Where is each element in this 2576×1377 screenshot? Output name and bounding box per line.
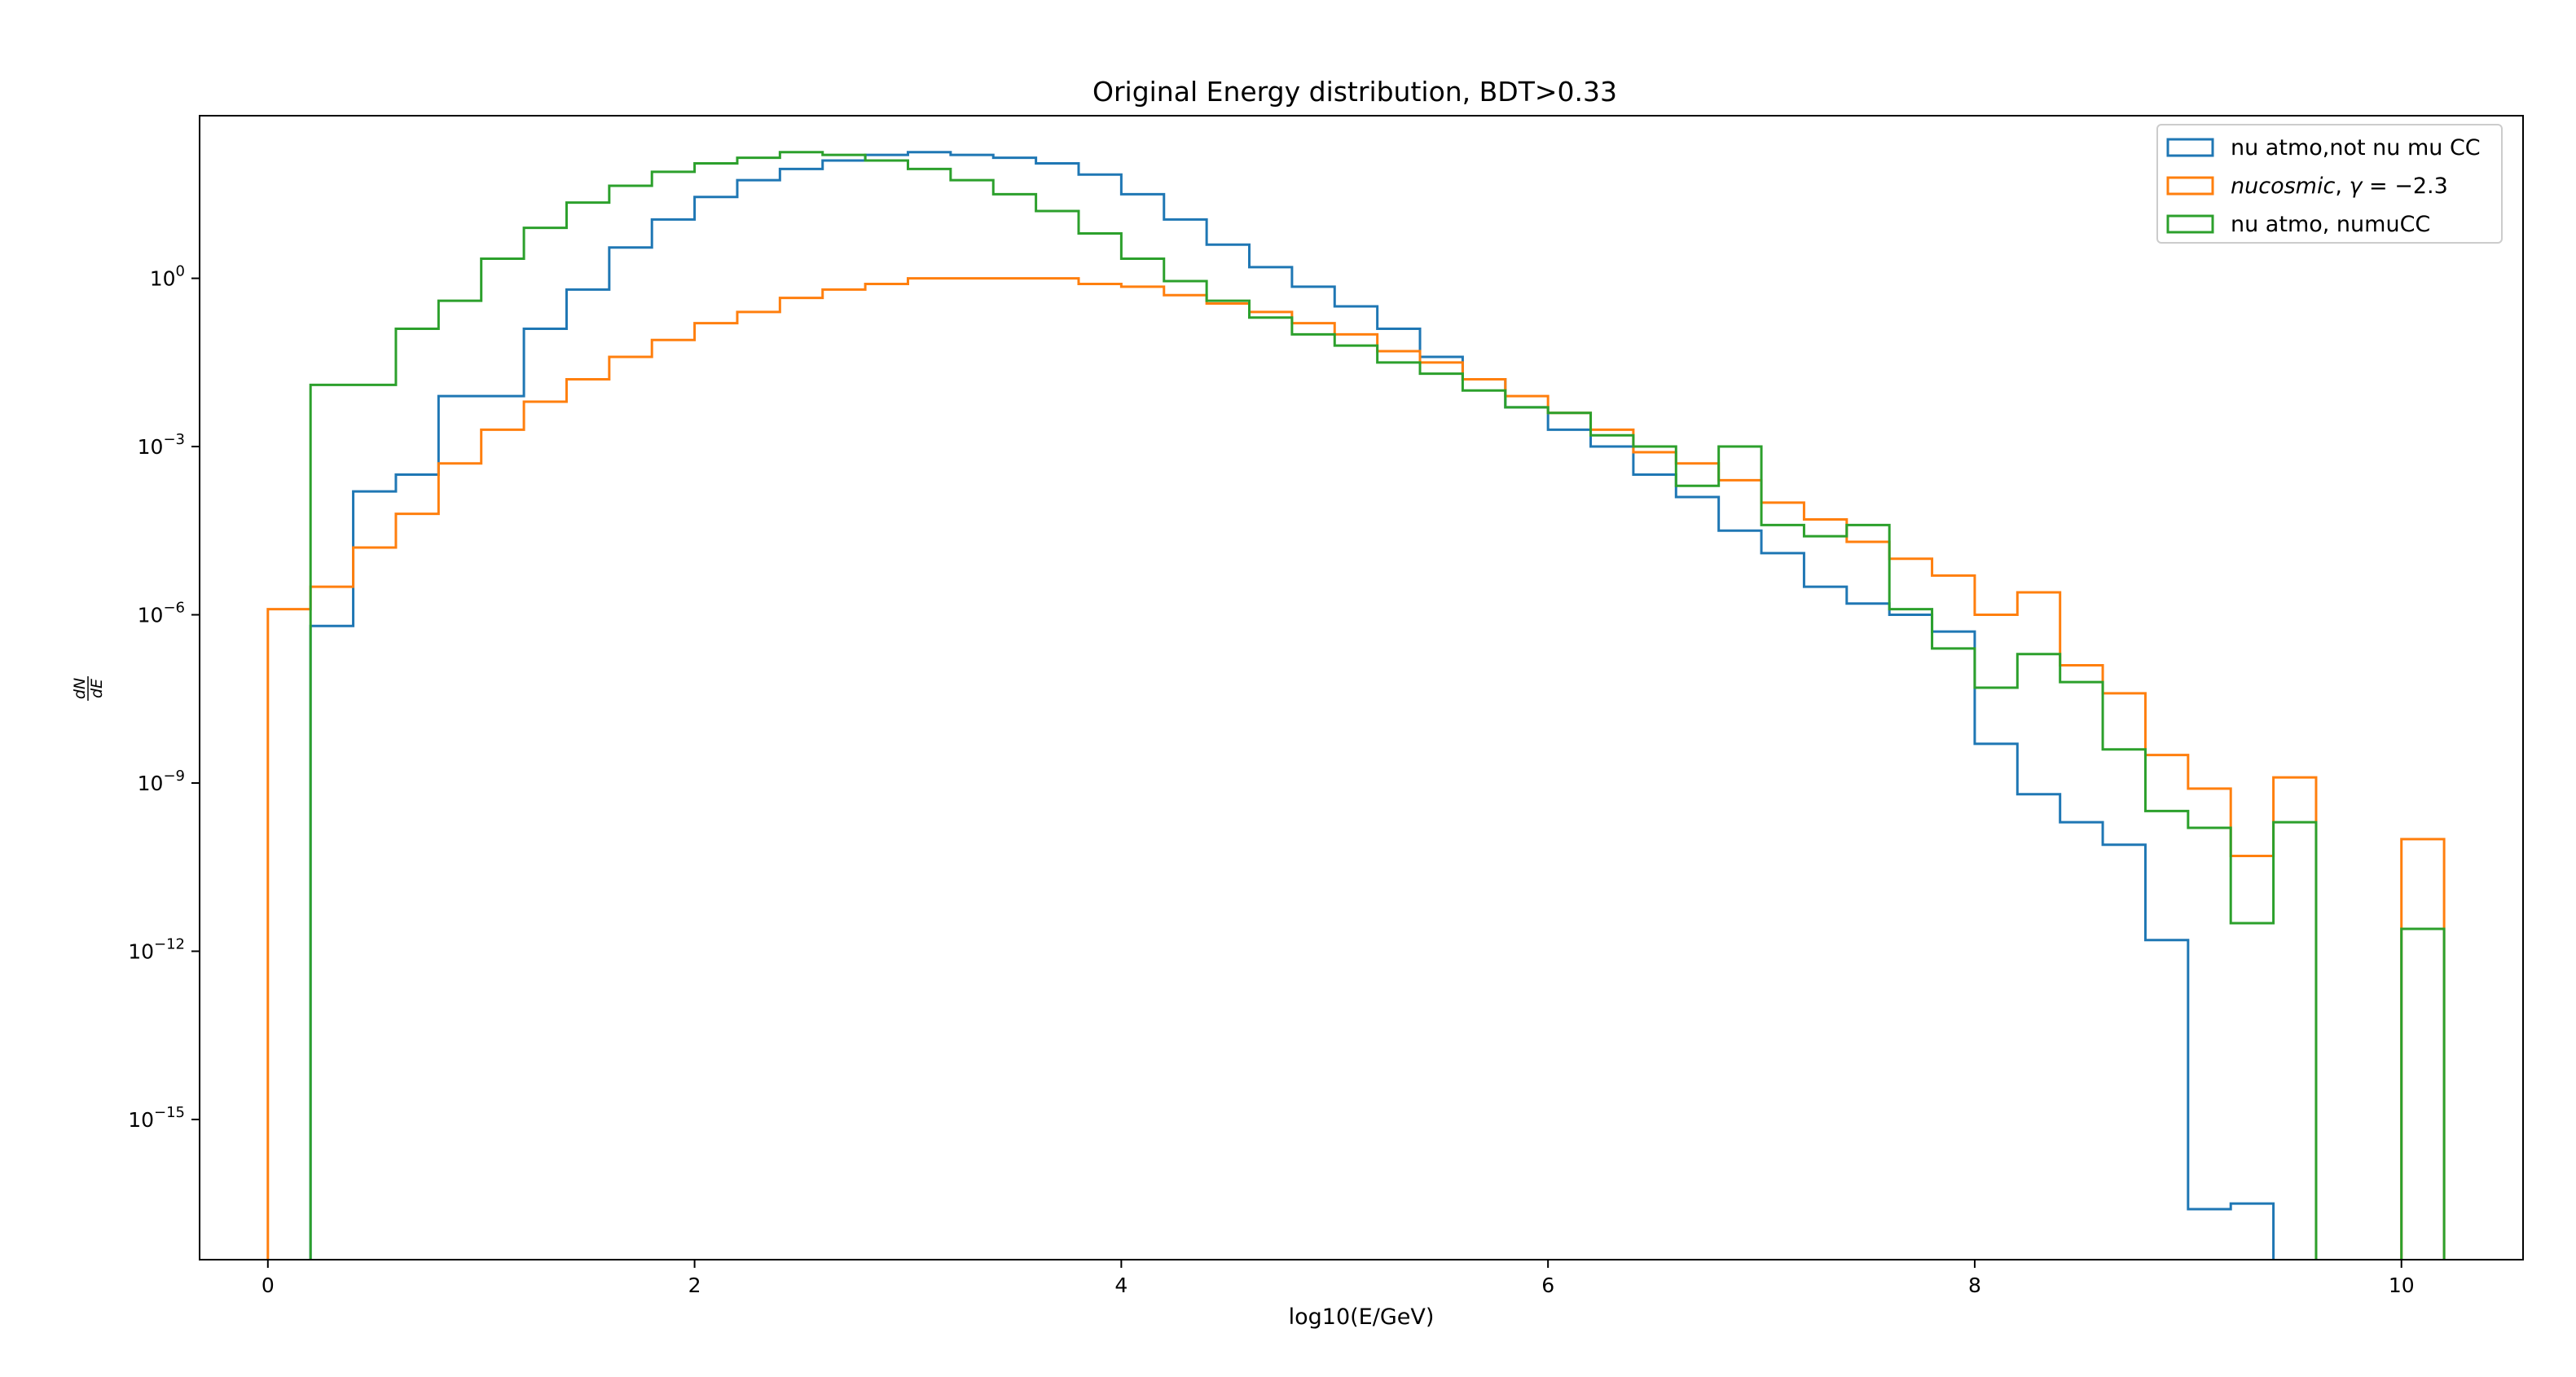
x-tick-label: 2 bbox=[688, 1274, 701, 1297]
x-tick-label: 10 bbox=[2389, 1274, 2415, 1297]
x-tick-label: 4 bbox=[1114, 1274, 1128, 1297]
series-3-step-segment-1 bbox=[309, 151, 2318, 1260]
y-axis-label-denominator: dE bbox=[88, 679, 106, 698]
y-axis-label: dN dE bbox=[71, 676, 106, 701]
legend-box bbox=[2156, 124, 2503, 244]
series-2-step-segment-2 bbox=[2400, 838, 2446, 1260]
series-3-step-segment-2 bbox=[2400, 927, 2446, 1260]
x-tick-label: 0 bbox=[262, 1274, 275, 1297]
x-tick-label: 6 bbox=[1541, 1274, 1554, 1297]
y-tick-label: 10−9 bbox=[138, 768, 185, 795]
y-axis-label-numerator: dN bbox=[71, 678, 89, 699]
y-tick-label: 10−6 bbox=[138, 600, 185, 627]
legend-swatch-2 bbox=[2166, 176, 2214, 196]
legend-label-3: nu atmo, numuCC bbox=[2231, 212, 2430, 237]
chart-title: Original Energy distribution, BDT>0.33 bbox=[1092, 76, 1617, 108]
legend: nu atmo,not nu mu CC nucosmic, γ = −2.3 nu… bbox=[2156, 124, 2503, 244]
series-layer bbox=[266, 151, 2446, 1260]
series-2-step-segment-1 bbox=[266, 277, 2318, 1260]
y-tick-label: 10−3 bbox=[138, 431, 185, 459]
x-axis-label: log10(E/GeV) bbox=[1289, 1304, 1435, 1330]
legend-swatch-1 bbox=[2166, 138, 2214, 157]
legend-swatch-3 bbox=[2166, 214, 2214, 234]
legend-label-2: nucosmic, γ = −2.3 bbox=[2231, 174, 2448, 199]
y-tick-label: 100 bbox=[150, 263, 185, 291]
series-1-step-segment-1 bbox=[309, 151, 2275, 1260]
x-axis-ticks: 0 2 4 6 8 10 bbox=[262, 1260, 2415, 1297]
y-axis-ticks: 100 10−3 10−6 10−9 10−12 10−15 bbox=[128, 263, 200, 1132]
y-tick-label: 10−12 bbox=[128, 935, 185, 963]
plot-frame bbox=[199, 115, 2524, 1260]
x-tick-label: 8 bbox=[1968, 1274, 1981, 1297]
legend-label-1: nu atmo,not nu mu CC bbox=[2231, 135, 2481, 161]
y-tick-label: 10−15 bbox=[128, 1104, 185, 1132]
